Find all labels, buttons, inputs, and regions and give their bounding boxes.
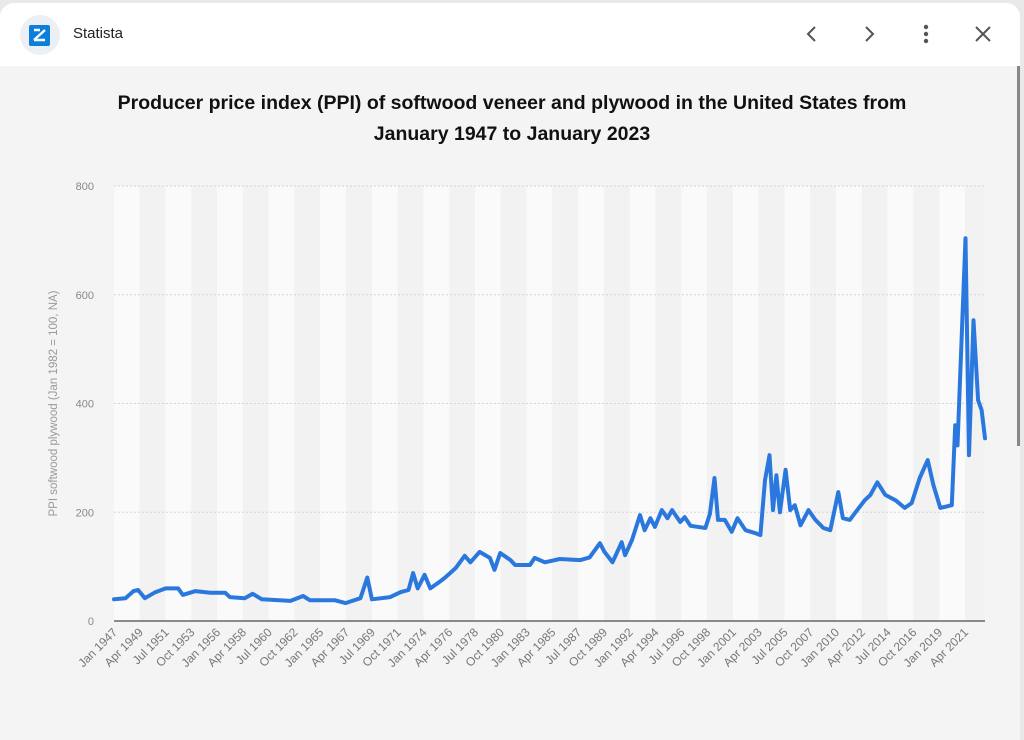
chart-title-line-2: January 1947 to January 2023	[373, 123, 651, 145]
chevron-left-icon	[806, 26, 816, 42]
close-button[interactable]	[968, 19, 998, 49]
more-options-button[interactable]	[911, 19, 941, 49]
y-tick-label: 800	[76, 181, 94, 193]
statista-logo-icon	[29, 25, 50, 46]
background-band	[371, 186, 398, 621]
statista-logo	[20, 15, 60, 55]
back-button[interactable]	[797, 19, 827, 49]
chart-title: Producer price index (PPI) of softwood v…	[40, 88, 984, 150]
y-tick-label: 0	[88, 616, 94, 628]
background-band	[139, 186, 166, 621]
y-axis-label: PPI softwood plywood (Jan 1982 = 100, NA…	[48, 290, 60, 516]
chart-title-line-1: Producer price index (PPI) of softwood v…	[117, 92, 907, 114]
background-band	[320, 186, 347, 621]
app-name: Statista	[73, 25, 124, 42]
close-icon	[975, 26, 991, 42]
forward-button[interactable]	[854, 19, 884, 49]
y-tick-label: 400	[76, 399, 94, 411]
background-band	[836, 186, 862, 621]
chevron-right-icon	[865, 26, 875, 42]
more-vert-icon	[923, 24, 929, 44]
window-header: Statista	[0, 3, 1020, 66]
background-band	[552, 186, 579, 621]
y-tick-label: 200	[76, 507, 94, 519]
background-band	[784, 186, 811, 621]
scrollbar[interactable]	[1017, 66, 1020, 446]
y-tick-label: 600	[76, 290, 94, 302]
